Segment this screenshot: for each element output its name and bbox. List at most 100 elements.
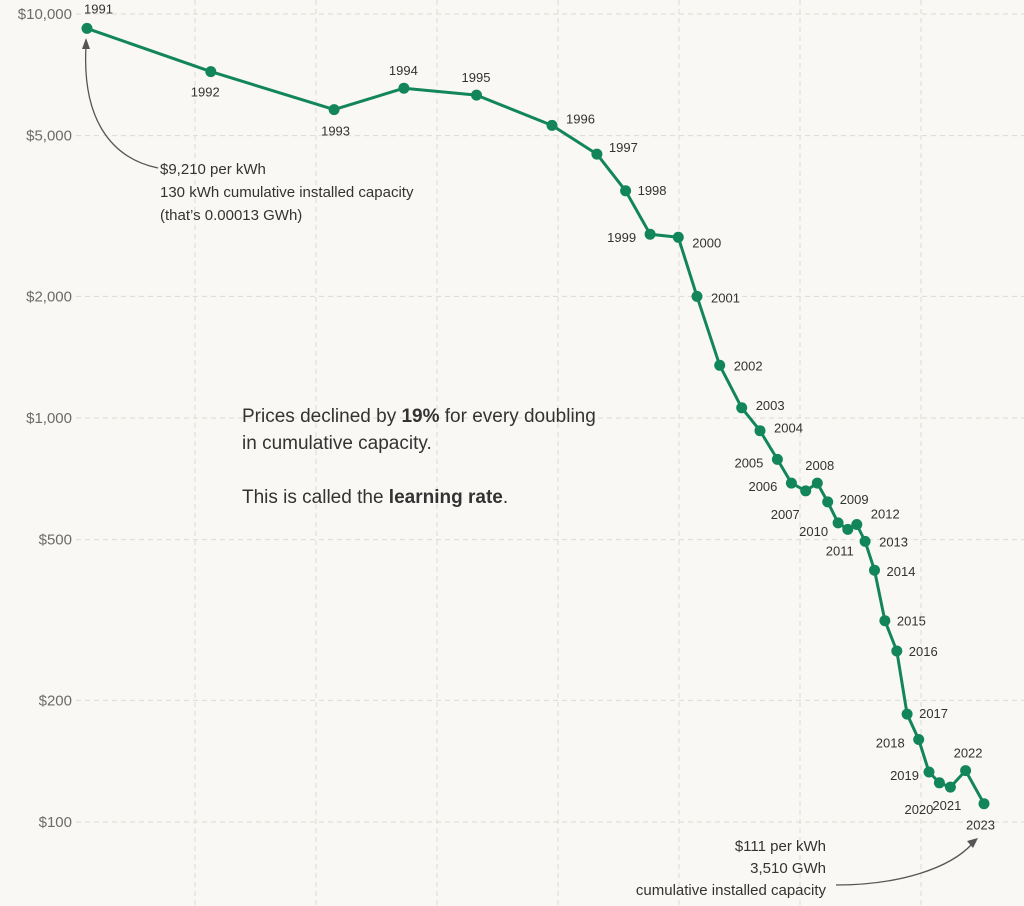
data-point [644, 228, 656, 240]
year-label: 2019 [890, 768, 919, 783]
year-label: 1996 [566, 111, 595, 126]
year-label: 2020 [904, 802, 933, 817]
year-label: 2007 [771, 507, 800, 522]
y-tick-label: $200 [39, 692, 72, 709]
year-label: 2016 [909, 644, 938, 659]
data-point [901, 708, 913, 720]
learning-rate-term: learning rate [389, 487, 503, 508]
y-axis: $10,000 $5,000 $2,000 $1,000 $500 $200 $100 [18, 6, 72, 831]
year-label: 2017 [919, 706, 948, 721]
start-note-gwh: (that’s 0.00013 GWh) [160, 207, 302, 224]
end-note-label: cumulative installed capacity [636, 882, 827, 899]
year-label: 2012 [871, 507, 900, 522]
year-label: 2000 [692, 235, 721, 250]
data-point [800, 485, 812, 497]
learning-rate-line2: in cumulative capacity. [242, 433, 432, 454]
year-label: 2021 [932, 798, 961, 813]
y-tick-label: $100 [39, 814, 72, 831]
point-labels: 1991 1992 1993 1994 1995 1996 1997 1998 1999 2000… [84, 1, 995, 832]
data-point [822, 496, 834, 508]
year-label: 2011 [826, 543, 854, 558]
year-label: 2015 [897, 614, 926, 629]
learning-rate-line3: This is called the learning rate. [242, 487, 508, 508]
data-point [328, 104, 340, 116]
year-label: 1991 [84, 1, 113, 16]
year-label: 1998 [638, 183, 667, 198]
year-label: 2022 [954, 746, 983, 761]
y-tick-label: $1,000 [26, 410, 72, 427]
data-point [891, 645, 903, 657]
y-tick-label: $5,000 [26, 128, 72, 145]
data-point [960, 765, 972, 777]
data-point [785, 477, 797, 489]
year-label: 2009 [840, 492, 869, 507]
data-point [691, 290, 703, 302]
year-label: 1993 [321, 124, 350, 139]
start-annotation: $9,210 per kWh 130 kWh cumulative instal… [82, 38, 414, 224]
start-note-capacity: 130 kWh cumulative installed capacity [160, 184, 414, 201]
end-note-capacity: 3,510 GWh [750, 860, 826, 877]
y-tick-label: $500 [39, 532, 72, 549]
end-annotation-arrow [835, 843, 973, 886]
year-label: 2005 [734, 455, 763, 470]
data-point [736, 402, 748, 414]
end-arrowhead [967, 838, 978, 848]
data-point [771, 453, 783, 465]
data-point [933, 777, 945, 789]
data-point [842, 523, 854, 535]
data-point [471, 89, 482, 101]
data-point [591, 148, 603, 160]
year-label: 2006 [748, 479, 777, 494]
year-label: 1994 [389, 63, 418, 78]
data-point [205, 66, 217, 78]
year-label: 2002 [734, 358, 763, 373]
y-tick-label: $2,000 [26, 288, 72, 305]
data-point [832, 517, 844, 529]
year-label: 2023 [966, 818, 995, 833]
start-annotation-arrow [84, 45, 159, 169]
learning-rate-line1-pre: Prices declined by [242, 406, 401, 427]
learning-rate-percent: 19% [401, 406, 439, 427]
grid [76, 0, 1024, 906]
data-point [944, 781, 956, 793]
price-series [81, 22, 990, 810]
start-note-price: $9,210 per kWh [160, 161, 266, 178]
data-point [913, 734, 925, 745]
end-annotation: $111 per kWh 3,510 GWh cumulative instal… [636, 838, 978, 899]
data-point [754, 425, 766, 437]
learning-rate-line1-post: for every doubling [440, 406, 596, 427]
y-tick-label: $10,000 [18, 6, 72, 23]
data-point [620, 185, 632, 197]
year-label: 2018 [876, 736, 905, 751]
year-label: 2003 [756, 398, 785, 413]
data-point [978, 798, 990, 810]
data-point [672, 231, 684, 243]
year-label: 2013 [879, 534, 908, 549]
year-label: 2001 [711, 290, 740, 305]
data-point [851, 519, 863, 530]
body-annotation: Prices declined by 19% for every doublin… [242, 406, 596, 508]
end-note-price: $111 per kWh [735, 838, 826, 855]
data-point [869, 564, 880, 576]
data-point [81, 22, 93, 34]
data-point [859, 535, 871, 547]
data-point [398, 82, 410, 94]
year-label: 1999 [607, 230, 636, 245]
year-label: 2008 [805, 458, 834, 473]
year-label: 1997 [609, 140, 638, 155]
learning-rate-line3-pre: This is called the [242, 487, 389, 508]
year-label: 2014 [887, 564, 916, 579]
start-arrowhead [82, 38, 90, 49]
year-label: 2004 [774, 421, 803, 436]
data-point [546, 119, 558, 131]
data-point [714, 359, 726, 371]
data-point [879, 615, 891, 627]
year-label: 1995 [462, 70, 491, 85]
learning-rate-line3-post: . [503, 487, 508, 508]
year-label: 2010 [799, 524, 828, 539]
data-point [923, 766, 935, 778]
data-point [811, 477, 823, 489]
learning-rate-line1: Prices declined by 19% for every doublin… [242, 406, 596, 427]
year-label: 1992 [191, 85, 220, 100]
